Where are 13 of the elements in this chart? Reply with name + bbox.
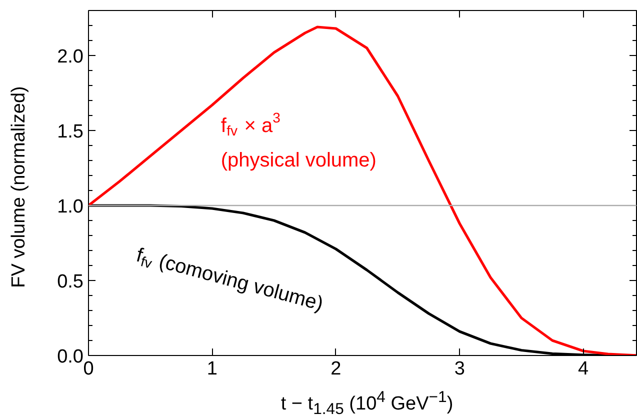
y-axis-title: FV volume (normalized) <box>7 86 30 288</box>
x-tick-label: 2 <box>330 358 342 380</box>
y-tick-label: 0.5 <box>57 272 84 292</box>
annotation: (physical volume) <box>220 150 376 172</box>
x-tick-label: 0 <box>83 358 94 380</box>
y-tick-label: 0.0 <box>57 346 84 368</box>
x-axis-title: t − t$_{1.45}$ (10$^{4}$ GeV$^{−1}$) <box>280 388 454 417</box>
y-tick-label: 2.0 <box>57 46 84 68</box>
y-tick-label: 1.0 <box>57 196 84 218</box>
x-tick-label: 4 <box>578 358 590 380</box>
x-tick-label: 3 <box>454 358 465 380</box>
x-tick-label: 1 <box>206 358 218 380</box>
y-tick-label: 1.5 <box>57 122 84 142</box>
